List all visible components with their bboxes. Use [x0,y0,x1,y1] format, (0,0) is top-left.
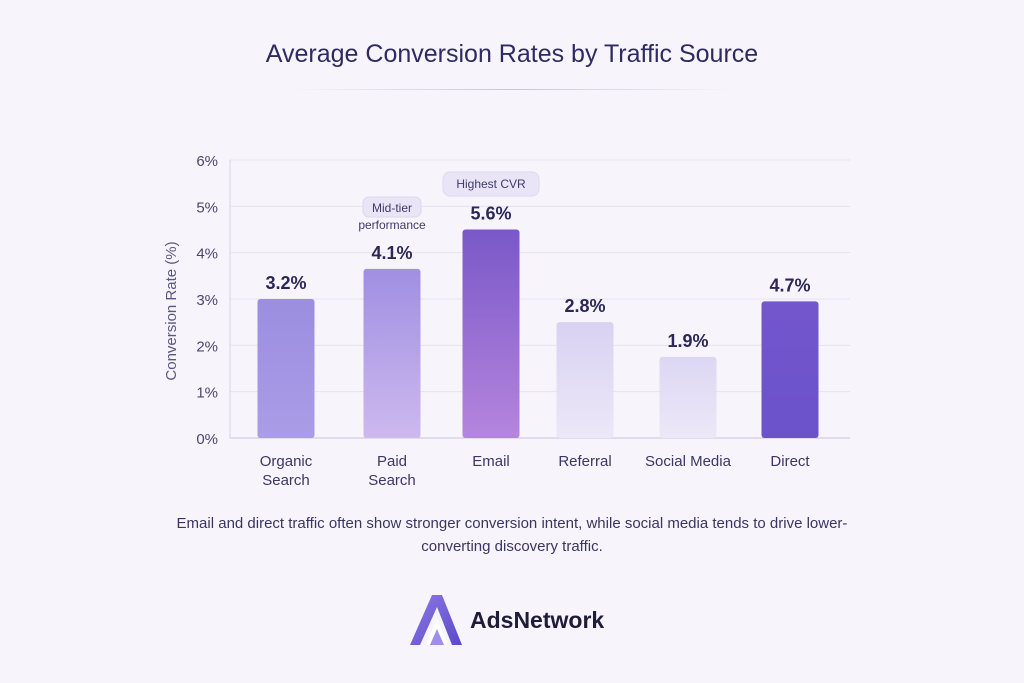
data-label: 4.1% [371,243,412,263]
data-label: 3.2% [265,273,306,293]
brand-logo: AdsNetwork [404,590,604,650]
x-tick-label: Search [368,472,416,489]
ads-network-logo-icon [410,595,462,645]
bar [556,322,614,438]
bar [761,301,819,438]
annotation-text: Mid-tier [372,201,412,215]
chart-title: Average Conversion Rates by Traffic Sour… [265,40,759,68]
data-label: 4.7% [769,275,810,295]
annotation-box [442,171,540,197]
x-tick-label: Email [472,453,510,470]
y-tick-label: 1% [196,385,218,402]
bar [257,299,315,438]
x-tick-label: Organic [260,453,313,470]
annotation-box [362,196,422,218]
y-tick-label: 3% [196,292,218,309]
y-axis-label: Conversion Rate (%) [163,241,180,380]
bar [659,356,717,438]
x-tick-label: Paid [377,453,407,470]
annotation-text: Highest CVR [456,177,526,191]
x-tick-label: Direct [770,453,810,470]
title-divider [290,89,734,90]
y-tick-label: 2% [196,338,218,355]
x-tick-label: Search [262,472,310,489]
chart-caption: Email and direct traffic often show stro… [176,515,848,555]
y-tick-label: 0% [196,431,218,448]
annotation-text: performance [358,218,426,232]
x-tick-label: Social Media [645,453,732,470]
y-tick-label: 4% [196,246,218,263]
bar [363,268,421,438]
data-label: 2.8% [564,296,605,316]
brand-name: AdsNetwork [470,606,605,633]
y-tick-label: 5% [196,199,218,216]
data-label: 1.9% [667,331,708,351]
x-tick-label: Referral [558,453,611,470]
data-label: 5.6% [470,204,511,224]
y-tick-label: 6% [196,153,218,170]
bar [462,229,520,438]
